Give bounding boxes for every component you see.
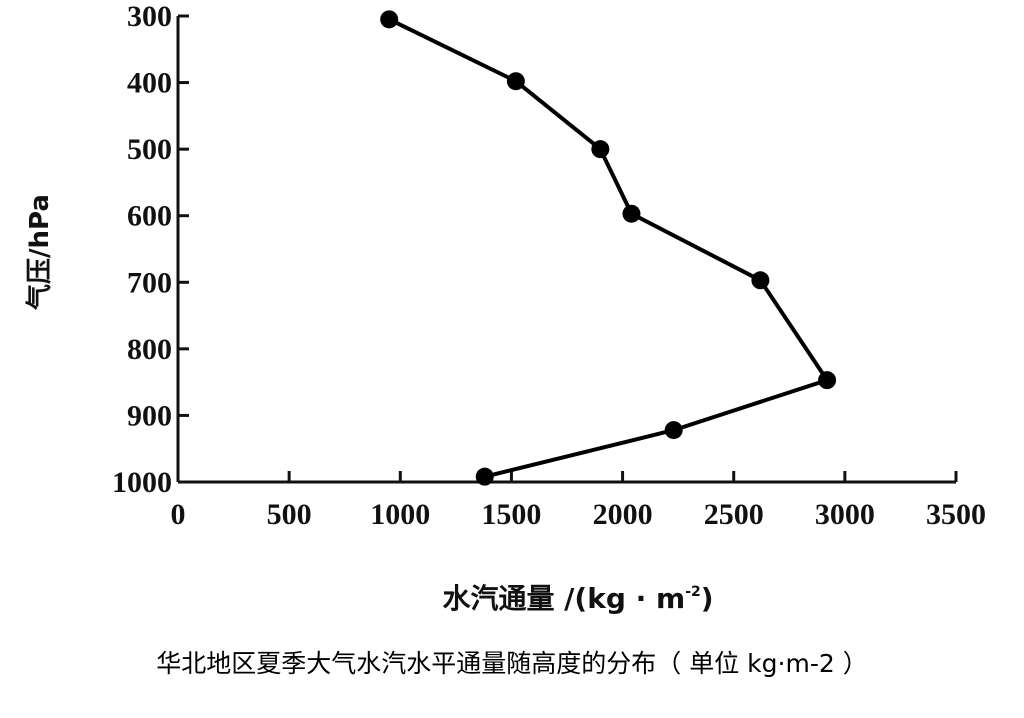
y-tick-label: 900 [127, 399, 172, 432]
x-tick-label: 2500 [704, 498, 764, 531]
y-tick-label: 600 [127, 200, 172, 233]
x-axis-title: 水汽通量 /(kg · m-2) [442, 582, 713, 615]
figure-caption: 华北地区夏季大气水汽水平通量随高度的分布（ 单位 kg·m-2 ） [156, 649, 868, 678]
data-point [380, 10, 399, 29]
data-point [818, 371, 837, 390]
data-point [664, 421, 683, 440]
y-tick-label: 400 [127, 67, 172, 100]
data-point [591, 140, 610, 159]
x-tick-label: 3000 [815, 498, 875, 531]
data-point [751, 271, 770, 290]
y-axis-title: 气压/hPa [24, 194, 55, 311]
y-tick-label: 500 [127, 133, 172, 166]
x-tick-label: 500 [267, 498, 312, 531]
y-tick-label: 700 [127, 266, 172, 299]
y-tick-label: 800 [127, 333, 172, 366]
series-layer [380, 10, 837, 486]
data-point [475, 467, 494, 486]
y-tick-label: 1000 [112, 466, 172, 499]
series-line [388, 17, 830, 479]
x-tick-label: 0 [171, 498, 186, 531]
data-point [622, 204, 641, 223]
x-tick-label: 3500 [926, 498, 986, 531]
x-tick-label: 1500 [481, 498, 541, 531]
x-tick-label: 1000 [370, 498, 430, 531]
y-tick-label: 300 [127, 0, 172, 33]
data-point [506, 72, 525, 91]
x-tick-label: 2000 [593, 498, 653, 531]
